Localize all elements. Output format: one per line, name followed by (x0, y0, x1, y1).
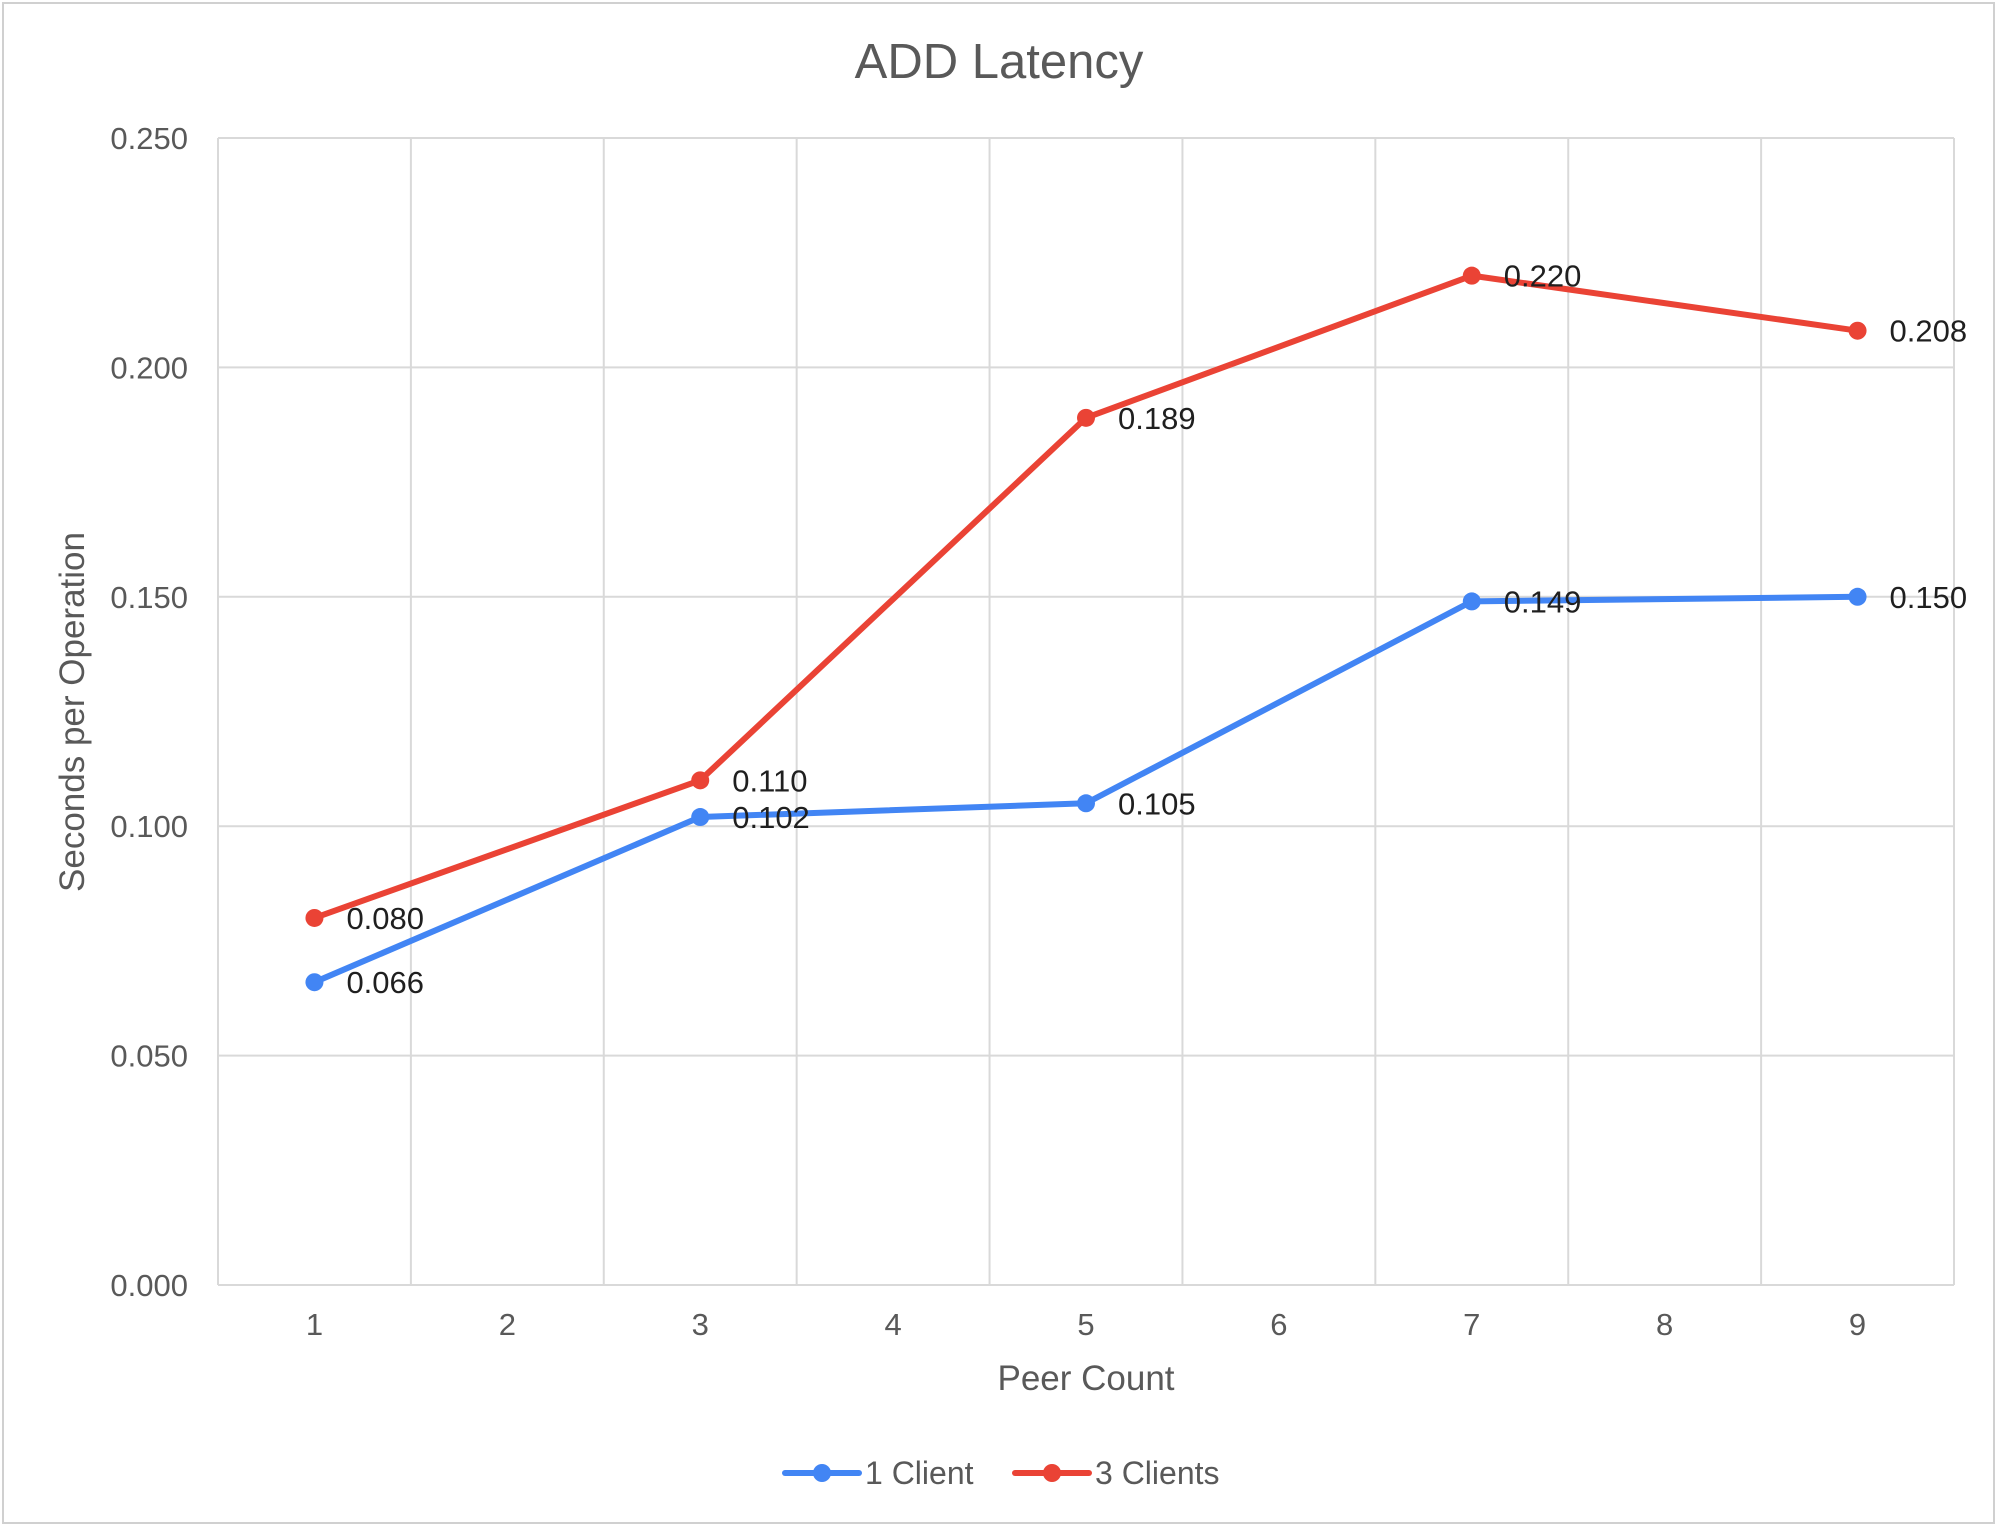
x-tick-label: 5 (1077, 1307, 1094, 1342)
x-tick-label: 1 (306, 1307, 323, 1342)
y-tick-label: 0.050 (110, 1039, 188, 1074)
y-tick-label: 0.100 (110, 809, 188, 844)
legend-item-1[interactable]: 1 Client (782, 1455, 974, 1491)
y-tick-label: 0.000 (110, 1268, 188, 1303)
gridlines (217, 137, 1955, 1286)
x-tick-label: 7 (1463, 1307, 1480, 1342)
data-point[interactable] (1462, 592, 1481, 611)
data-point[interactable] (305, 973, 324, 992)
data-point[interactable] (1462, 266, 1481, 285)
data-label: 0.149 (1504, 584, 1582, 619)
data-point[interactable] (691, 771, 710, 790)
series-lines (305, 266, 1867, 992)
data-label: 0.150 (1890, 580, 1968, 615)
y-axis-ticks: 0.000 0.050 0.100 0.150 0.200 0.250 (110, 121, 188, 1303)
data-label: 0.110 (732, 763, 807, 798)
data-label: 0.189 (1118, 401, 1196, 436)
chart-title: ADD Latency (855, 35, 1144, 89)
x-tick-label: 9 (1849, 1307, 1866, 1342)
x-tick-label: 6 (1270, 1307, 1287, 1342)
data-point[interactable] (1077, 794, 1095, 813)
data-label: 0.220 (1504, 259, 1582, 294)
data-point[interactable] (1848, 321, 1867, 340)
legend-label: 1 Client (865, 1455, 974, 1491)
x-tick-label: 2 (499, 1307, 516, 1342)
y-tick-label: 0.150 (110, 580, 188, 615)
data-point[interactable] (691, 808, 710, 827)
data-labels: 0.066 0.102 0.105 0.149 0.150 0.080 0.110 0.189… (346, 259, 1967, 1001)
data-label: 0.066 (346, 965, 424, 1000)
data-label: 0.102 (732, 800, 810, 835)
x-axis-ticks: 1 2 3 4 5 6 7 8 9 (306, 1307, 1866, 1342)
y-axis-title: Seconds per Operation (53, 532, 92, 892)
legend[interactable]: 1 Client 3 Clients (782, 1455, 1220, 1491)
x-tick-label: 8 (1656, 1307, 1673, 1342)
x-tick-label: 4 (884, 1307, 901, 1342)
series-line-1 (311, 593, 1861, 986)
legend-label: 3 Clients (1095, 1455, 1220, 1491)
data-label: 0.080 (346, 901, 424, 936)
data-point[interactable] (305, 908, 324, 927)
data-label: 0.208 (1890, 314, 1968, 349)
legend-item-2[interactable]: 3 Clients (1012, 1455, 1220, 1491)
data-label: 0.105 (1118, 786, 1196, 821)
data-point[interactable] (1077, 408, 1095, 427)
x-axis-title: Peer Count (997, 1359, 1174, 1398)
legend-swatch-marker (813, 1464, 831, 1482)
x-tick-label: 3 (692, 1307, 709, 1342)
y-tick-label: 0.200 (110, 350, 188, 385)
legend-swatch-marker (1043, 1464, 1061, 1482)
y-tick-label: 0.250 (110, 121, 188, 156)
data-point[interactable] (1848, 587, 1867, 606)
